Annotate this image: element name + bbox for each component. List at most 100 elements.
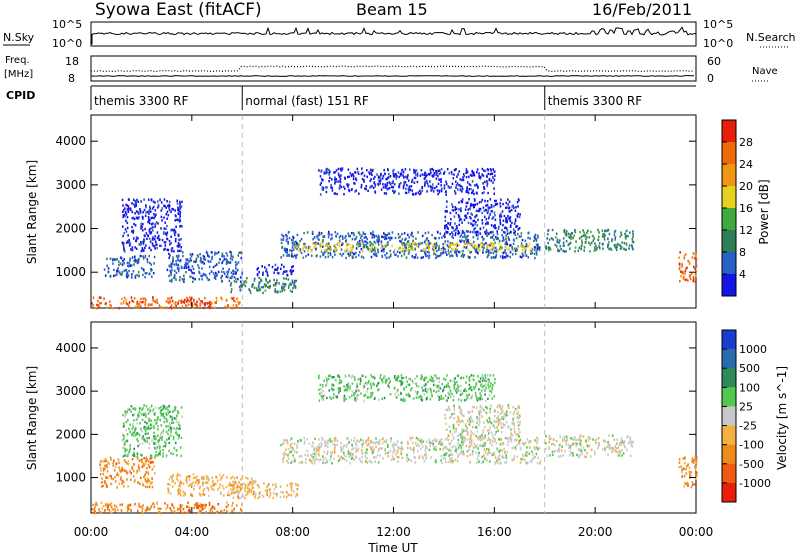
colorbar-swatch xyxy=(722,208,736,231)
echo-cell xyxy=(157,454,159,457)
echo-cell xyxy=(497,411,499,414)
echo-cell xyxy=(207,254,209,257)
echo-cell xyxy=(478,423,480,427)
echo-cell xyxy=(453,250,456,254)
echo-cell xyxy=(131,276,133,279)
echo-cell xyxy=(461,452,464,455)
echo-cell xyxy=(176,474,179,478)
echo-cell xyxy=(492,242,494,246)
echo-cell xyxy=(126,462,128,465)
echo-cell xyxy=(173,263,176,266)
echo-cell xyxy=(291,252,293,255)
echo-cell xyxy=(402,184,405,188)
echo-cell xyxy=(126,204,129,207)
echo-cell xyxy=(507,236,510,239)
echo-cell xyxy=(350,174,353,178)
echo-cell xyxy=(398,183,401,186)
echo-cell xyxy=(425,175,427,178)
echo-cell xyxy=(291,246,294,249)
echo-cell xyxy=(373,236,375,239)
echo-cell xyxy=(228,306,230,309)
echo-cell xyxy=(498,239,501,243)
echo-cell xyxy=(380,188,383,191)
echo-cell xyxy=(494,456,497,459)
echo-cell xyxy=(176,508,179,512)
echo-cell xyxy=(144,297,146,300)
echo-cell xyxy=(142,273,144,277)
echo-cell xyxy=(434,460,436,463)
echo-cell xyxy=(424,251,426,254)
echo-cell xyxy=(371,233,374,236)
echo-cell xyxy=(157,234,160,238)
echo-cell xyxy=(420,242,422,245)
echo-cell xyxy=(109,257,112,260)
echo-cell xyxy=(360,172,363,176)
echo-cell xyxy=(313,452,316,455)
echo-cell xyxy=(389,437,392,441)
echo-cell xyxy=(239,301,241,304)
echo-cell xyxy=(547,233,549,236)
echo-cell xyxy=(448,245,451,249)
echo-cell xyxy=(128,238,130,242)
echo-cell xyxy=(214,277,217,280)
echo-cell xyxy=(513,206,515,209)
echo-cell xyxy=(410,447,412,451)
echo-cell xyxy=(143,198,145,201)
echo-cell xyxy=(521,453,524,456)
echo-cell xyxy=(357,241,359,244)
echo-cell xyxy=(332,443,335,446)
echo-cell xyxy=(476,416,478,419)
echo-cell xyxy=(408,236,410,239)
echo-cell xyxy=(406,380,408,383)
echo-cell xyxy=(296,483,298,486)
echo-cell xyxy=(590,230,592,234)
echo-cell xyxy=(455,420,458,424)
echo-cell xyxy=(435,448,437,451)
echo-cell xyxy=(127,454,129,457)
echo-cell xyxy=(135,471,138,474)
echo-cell xyxy=(125,230,128,233)
echo-cell xyxy=(363,174,366,177)
echo-cell xyxy=(476,246,479,249)
echo-cell xyxy=(113,504,116,507)
echo-cell xyxy=(454,382,456,385)
echo-cell xyxy=(399,246,401,250)
echo-cell xyxy=(172,256,174,259)
echo-cell xyxy=(548,238,551,241)
echo-cell xyxy=(327,251,329,255)
echo-cell xyxy=(465,242,467,246)
echo-cell xyxy=(181,511,184,515)
echo-cell xyxy=(536,248,538,252)
echo-cell xyxy=(523,443,526,446)
echo-cell xyxy=(448,405,450,409)
echo-cell xyxy=(420,374,423,377)
echo-cell xyxy=(361,452,363,456)
echo-cell xyxy=(518,226,521,230)
echo-cell xyxy=(334,451,336,454)
echo-cell xyxy=(437,182,440,185)
echo-cell xyxy=(120,509,123,512)
echo-cell xyxy=(440,438,443,441)
echo-cell xyxy=(397,236,400,239)
echo-cell xyxy=(449,430,451,433)
echo-cell xyxy=(227,504,230,507)
echo-cell xyxy=(94,506,96,509)
echo-cell xyxy=(160,406,162,409)
echo-cell xyxy=(404,168,407,171)
echo-cell xyxy=(407,248,409,251)
echo-cell xyxy=(681,263,683,266)
echo-cell xyxy=(509,216,512,219)
echo-cell xyxy=(451,226,453,229)
echo-cell xyxy=(263,482,265,485)
echo-cell xyxy=(467,230,469,233)
echo-cell xyxy=(421,173,424,176)
echo-cell xyxy=(147,472,150,475)
echo-cell xyxy=(140,243,142,246)
echo-cell xyxy=(341,447,344,451)
echo-cell xyxy=(451,248,453,252)
echo-cell xyxy=(412,249,414,252)
echo-cell xyxy=(318,231,321,235)
echo-cell xyxy=(266,493,268,497)
echo-cell xyxy=(159,512,162,515)
